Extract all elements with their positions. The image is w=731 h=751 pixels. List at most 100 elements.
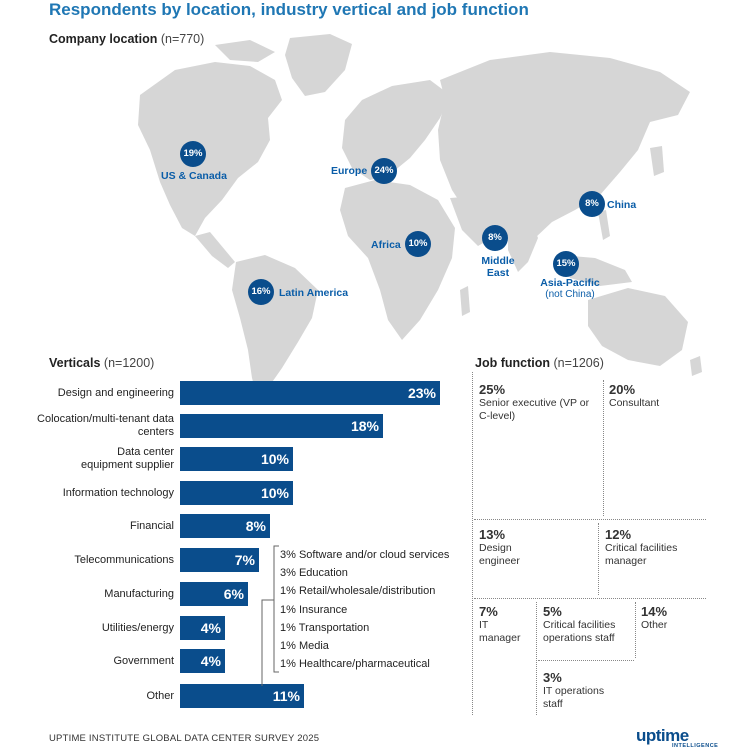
other-item: 1% Healthcare/pharmaceutical	[280, 658, 430, 671]
job-pct: 7%	[479, 604, 498, 619]
job-label: Consultant	[609, 397, 660, 409]
bar-category-label: Colocation/multi-tenant data centers	[37, 413, 174, 438]
bar: 10%	[180, 481, 293, 505]
bar-category-label: Other	[146, 689, 174, 702]
job-design-engineer: 13% Design engineer	[479, 527, 543, 567]
job-function-heading-text: Job function	[475, 356, 550, 370]
bar-value-label: 10%	[260, 451, 289, 467]
region-bubble-china: 8%	[579, 191, 605, 217]
job-label: IT operations staff	[543, 685, 605, 710]
bar-category-label: Financial	[129, 519, 174, 532]
bar: 8%	[180, 514, 270, 538]
job-pct: 13%	[479, 527, 506, 542]
job-critical-facilities-manager: 12% Critical facilities manager	[605, 527, 705, 567]
bar-value-label: 10%	[260, 485, 289, 501]
bar-value-label: 4%	[200, 653, 221, 669]
location-heading: Company location (n=770)	[49, 32, 204, 46]
other-item: 3% Software and/or cloud services	[280, 549, 450, 561]
bar-category-label: Data center equipment supplier	[81, 446, 174, 471]
job-function-n: (n=1206)	[553, 356, 604, 370]
grid-line	[472, 372, 473, 715]
bar-category-label: Telecommunications	[74, 553, 174, 566]
bar-category-label: Information technology	[62, 486, 174, 499]
region-label-europe: Europe	[331, 165, 368, 177]
job-label: Senior executive (VP or C-level)	[479, 397, 590, 422]
region-label-middle-east: Middle East	[481, 255, 515, 279]
uptime-logo: uptime	[636, 726, 689, 745]
bar: 11%	[180, 684, 304, 708]
bar: 18%	[180, 414, 383, 438]
region-label-china: China	[607, 199, 637, 211]
job-pct: 20%	[609, 382, 636, 397]
job-label: Other	[641, 619, 668, 631]
job-other: 14% Other	[641, 604, 701, 632]
bar-category-label: Government	[113, 654, 174, 667]
grid-line	[474, 519, 706, 520]
region-label-asia-pacific-main: Asia-Pacific	[540, 277, 600, 289]
region-label-asia-pacific-sub: (not China)	[545, 289, 595, 300]
job-it-manager: 7% IT manager	[479, 604, 531, 644]
job-pct: 25%	[479, 382, 506, 397]
bar: 4%	[180, 649, 225, 673]
job-pct: 14%	[641, 604, 668, 619]
bar: 6%	[180, 582, 248, 606]
bar-value-label: 23%	[407, 385, 436, 401]
job-critical-facilities-ops: 5% Critical facilities operations staff	[543, 604, 635, 644]
verticals-heading-text: Verticals	[49, 356, 101, 370]
grid-line	[474, 598, 706, 599]
region-label-africa: Africa	[371, 239, 401, 251]
region-bubble-middle-east: 8%	[482, 225, 508, 251]
region-bubble-asia-pacific: 15%	[553, 251, 579, 277]
grid-line	[538, 660, 634, 661]
grid-line	[598, 523, 599, 595]
location-heading-text: Company location	[49, 32, 158, 46]
location-n: (n=770)	[160, 32, 205, 46]
job-senior-executive: 25% Senior executive (VP or C-level)	[479, 382, 597, 422]
bar-value-label: 11%	[272, 688, 300, 704]
bar: 10%	[180, 447, 293, 471]
region-bubble-us-canada: 19%	[180, 141, 206, 167]
job-consultant: 20% Consultant	[609, 382, 699, 410]
job-function-heading: Job function (n=1206)	[475, 356, 604, 370]
bar-category-label: Design and engineering	[57, 386, 174, 399]
bar-value-label: 4%	[200, 620, 221, 636]
region-label-latin-america: Latin America	[279, 287, 349, 299]
bar-value-label: 7%	[234, 552, 255, 568]
job-pct: 5%	[543, 604, 562, 619]
other-breakdown-list: 3% Software and/or cloud services 3% Edu…	[280, 546, 449, 673]
uptime-logo-sub: INTELLIGENCE	[672, 743, 719, 749]
region-bubble-europe: 24%	[371, 158, 397, 184]
job-pct: 3%	[543, 670, 562, 685]
bar: 23%	[180, 381, 440, 405]
region-bubble-latin-america: 16%	[248, 279, 274, 305]
bar-value-label: 18%	[350, 418, 379, 434]
grid-line	[536, 602, 537, 715]
region-bubble-africa: 10%	[405, 231, 431, 257]
verticals-n: (n=1200)	[103, 356, 155, 370]
other-item: 1% Transportation	[280, 621, 370, 634]
bar-value-label: 6%	[223, 586, 244, 602]
bar-value-label: 8%	[245, 518, 266, 534]
bar-category-label: Utilities/energy	[101, 621, 174, 634]
job-it-operations-staff: 3% IT operations staff	[543, 670, 621, 710]
job-label: Design engineer	[479, 542, 520, 567]
other-item: 1% Media	[280, 640, 329, 653]
region-label-us-canada: US & Canada	[161, 170, 227, 182]
grid-line	[603, 380, 604, 516]
job-pct: 12%	[605, 527, 632, 542]
grid-line	[635, 602, 636, 658]
bar: 7%	[180, 548, 259, 572]
bar-category-label: Manufacturing	[104, 587, 174, 600]
other-item: 1% Insurance	[280, 603, 348, 616]
bar: 4%	[180, 616, 225, 640]
region-label-asia-pacific: Asia-Pacific (not China)	[533, 277, 607, 301]
other-item: 1% Retail/wholesale/distribution	[280, 585, 436, 598]
other-item: 3% Education	[280, 567, 348, 580]
job-label: Critical facilities operations staff	[543, 619, 616, 644]
job-label: IT manager	[479, 619, 521, 644]
page-title: Respondents by location, industry vertic…	[49, 0, 529, 19]
verticals-heading: Verticals (n=1200)	[49, 356, 154, 370]
footer-source: UPTIME INSTITUTE GLOBAL DATA CENTER SURV…	[49, 733, 320, 744]
